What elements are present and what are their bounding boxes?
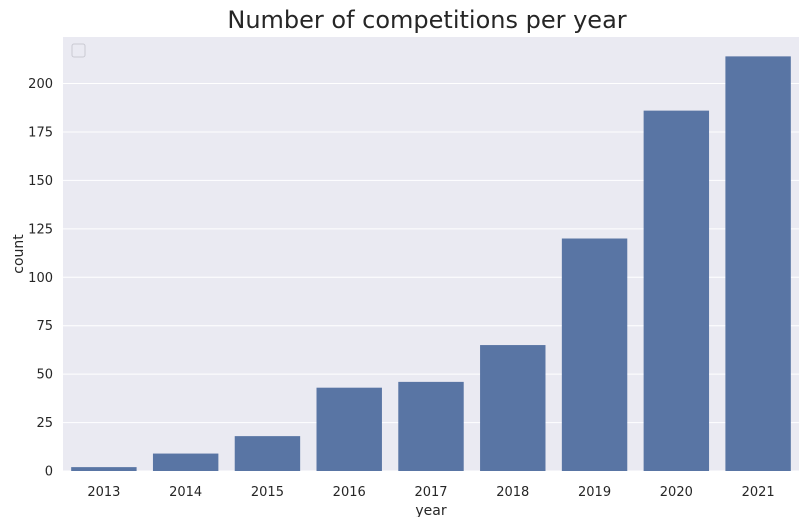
y-tick-label: 50 (36, 368, 53, 383)
x-tick-label: 2017 (414, 485, 447, 500)
bar-2013 (71, 467, 137, 471)
y-tick-label: 75 (36, 319, 53, 334)
y-tick-label: 0 (45, 465, 53, 480)
y-axis-ticks: 0 25 50 75 100 125 150 175 200 (28, 77, 53, 480)
bar-2021 (725, 56, 791, 471)
x-tick-label: 2015 (251, 485, 284, 500)
x-tick-label: 2013 (87, 485, 120, 500)
bar-2014 (152, 453, 219, 471)
y-tick-label: 25 (36, 416, 53, 431)
legend (71, 43, 86, 58)
y-axis-label: count (11, 234, 27, 274)
y-tick-label: 200 (28, 77, 53, 92)
x-axis-ticks: 2013 2014 2015 2016 2017 2018 2019 2020 2021 (87, 485, 774, 500)
x-tick-label: 2020 (660, 485, 693, 500)
bar-2018 (480, 345, 546, 471)
x-tick-label: 2021 (742, 485, 775, 500)
y-tick-label: 175 (28, 125, 53, 140)
y-tick-label: 125 (28, 222, 53, 237)
chart-title: Number of competitions per year (227, 6, 626, 34)
x-axis-label: year (415, 503, 446, 517)
bar-2015 (234, 436, 301, 471)
x-tick-label: 2016 (333, 485, 366, 500)
bar-2019 (561, 238, 628, 471)
y-tick-label: 150 (28, 174, 53, 189)
bar-2016 (316, 387, 382, 471)
y-tick-label: 100 (28, 271, 53, 286)
bars (71, 56, 791, 471)
bar-2020 (643, 110, 710, 471)
x-tick-label: 2014 (169, 485, 202, 500)
bar-2017 (398, 381, 464, 471)
x-tick-label: 2018 (496, 485, 529, 500)
legend-box (71, 43, 86, 58)
x-tick-label: 2019 (578, 485, 611, 500)
